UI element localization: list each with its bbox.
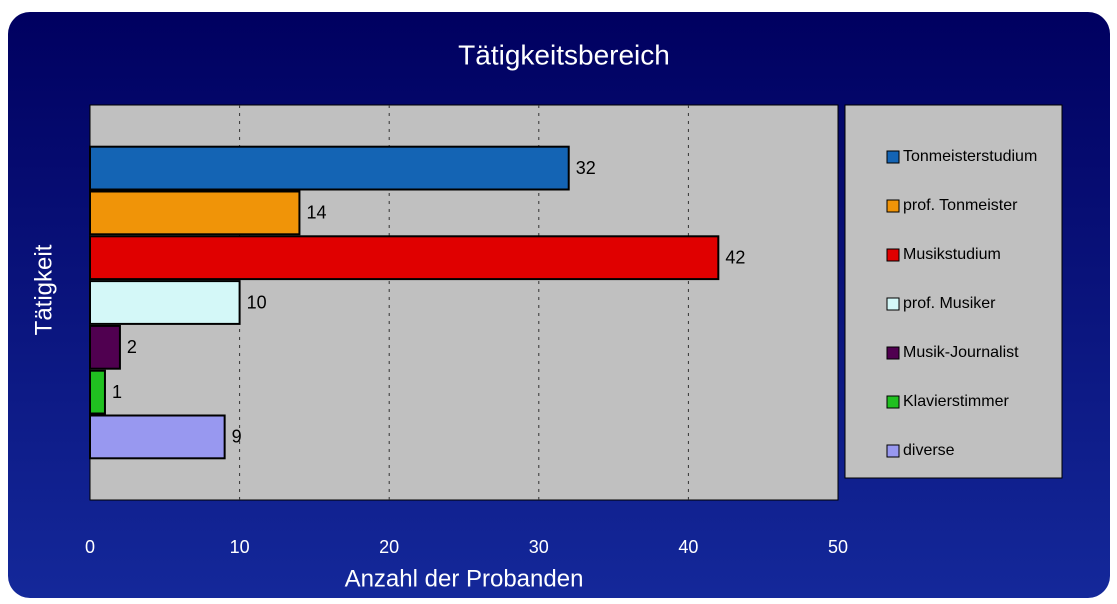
- bar: [89, 145, 570, 191]
- bar: [89, 324, 121, 370]
- x-axis-label: Anzahl der Probanden: [345, 565, 584, 592]
- data-label: 42: [725, 247, 745, 267]
- legend-label: prof. Tonmeister: [903, 197, 1018, 214]
- legend-label: Klavierstimmer: [903, 393, 1009, 410]
- legend-label: prof. Musiker: [903, 295, 996, 312]
- legend-swatch: [886, 248, 900, 262]
- bar: [89, 190, 301, 236]
- legend-swatch: [886, 395, 900, 409]
- data-label: 9: [232, 427, 242, 447]
- legend-label: Musik-Journalist: [903, 344, 1019, 361]
- legend-label: diverse: [903, 442, 955, 459]
- legend-swatch: [886, 150, 900, 164]
- bar: [89, 235, 720, 281]
- y-axis-label: Tätigkeit: [30, 244, 57, 335]
- legend-swatch: [886, 444, 900, 458]
- x-tick-label: 10: [230, 537, 250, 557]
- x-tick-label: 50: [828, 537, 848, 557]
- legend-swatch: [886, 346, 900, 360]
- x-tick-label: 40: [678, 537, 698, 557]
- legend-swatch: [886, 199, 900, 213]
- legend-label: Musikstudium: [903, 246, 1001, 263]
- data-label: 2: [127, 337, 137, 357]
- bar: [89, 414, 226, 460]
- chart-title: Tätigkeitsbereich: [458, 39, 670, 70]
- data-label: 1: [112, 382, 122, 402]
- x-tick-label: 30: [529, 537, 549, 557]
- data-label: 14: [306, 203, 326, 223]
- legend-swatch: [886, 297, 900, 311]
- bar: [89, 280, 241, 325]
- x-tick-label: 0: [85, 537, 95, 557]
- legend-box: [844, 104, 1063, 479]
- legend-label: Tonmeisterstudium: [903, 148, 1037, 165]
- bar: [89, 369, 106, 415]
- data-label: 32: [576, 158, 596, 178]
- x-tick-label: 20: [379, 537, 399, 557]
- data-label: 10: [247, 292, 267, 312]
